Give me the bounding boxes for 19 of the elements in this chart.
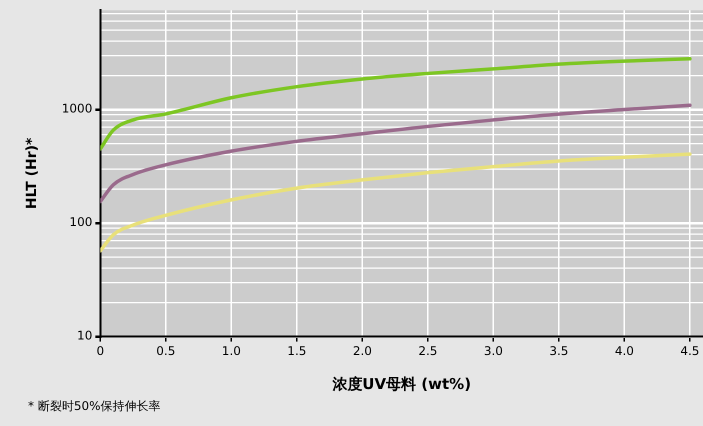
x-tick-label: 4.5 <box>680 344 700 358</box>
x-tick-label: 0.5 <box>156 344 176 358</box>
y-tick-label: 1000 <box>62 102 92 116</box>
x-tick-label: 1.0 <box>222 344 241 358</box>
x-axis-title: 浓度UV母料 (wt%) <box>331 374 472 393</box>
x-tick-label: 3.5 <box>549 344 568 358</box>
text: * 断裂时50%保持伸长率 <box>28 398 160 415</box>
x-tick-label: 2.5 <box>418 344 438 358</box>
y-tick-label: 10 <box>77 328 92 343</box>
x-tick-label: 0 <box>96 344 104 358</box>
y-axis-title: HLT (Hr)* <box>24 136 40 210</box>
x-tick-label: 3.0 <box>484 344 503 358</box>
x-tick-label: 1.5 <box>287 344 306 358</box>
line-series <box>100 104 692 204</box>
line-series <box>100 152 692 253</box>
y-tick-label: 100 <box>69 215 92 230</box>
x-tick-label: 4.0 <box>614 344 634 358</box>
x-tick-label: 2.0 <box>352 344 372 358</box>
line-series <box>100 57 692 151</box>
